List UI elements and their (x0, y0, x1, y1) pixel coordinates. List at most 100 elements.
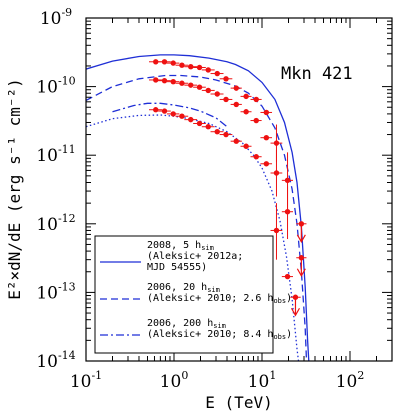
data-point (243, 109, 249, 115)
data-point (170, 78, 176, 85)
y-tick-label: 10-10 (36, 75, 75, 98)
y-tick-label: 10-14 (36, 349, 75, 372)
tick-base: 10 (248, 372, 270, 392)
legend-entry-text: (Aleksic+ 2012a; (147, 251, 243, 262)
legend-text-part: ) (286, 329, 292, 340)
legend-text-part: (Aleksic+ 2012a; (147, 251, 243, 262)
legend-text-part: MJD 54555) (147, 262, 207, 273)
legend-text-part: ) (286, 293, 292, 304)
data-point (273, 140, 280, 146)
upper-limit-arrowhead (296, 268, 306, 277)
upper-limit-arrowhead (296, 234, 306, 244)
data-point (205, 67, 211, 73)
legend-text-part: sim (213, 322, 226, 330)
data-point (253, 117, 259, 124)
x-tick-label: 101 (248, 369, 277, 392)
data-point (243, 93, 249, 100)
y-tick-label: 10-12 (36, 212, 75, 235)
data-point (205, 87, 211, 94)
legend-entry-text: 2006, 20 hsim (147, 282, 220, 294)
legend-text-part: 2006, 200 h (147, 318, 213, 329)
data-point (233, 138, 239, 144)
data-point (223, 131, 229, 138)
legend-entry-text: 2006, 200 hsim (147, 318, 226, 330)
data-point (170, 111, 176, 117)
y-tick-label: 10-9 (40, 6, 72, 29)
data-point (284, 177, 291, 184)
legend-box (94, 235, 274, 354)
legend-entry-text: MJD 54555) (147, 262, 207, 273)
x-tick-label: 100 (160, 369, 189, 392)
data-point (214, 129, 220, 135)
data-point (214, 70, 220, 77)
data-point (263, 109, 270, 116)
data-point (188, 64, 194, 70)
data-point (205, 124, 211, 130)
legend-entry-text: (Aleksic+ 2010; 2.6 hobs) (147, 293, 292, 305)
y-tick-label: 10-11 (36, 143, 75, 166)
data-point (161, 77, 168, 84)
data-point (284, 273, 291, 280)
legend-text-part: sim (207, 286, 220, 294)
tick-base: 10 (160, 372, 182, 392)
legend-text-part: (Aleksic+ 2010; 2.6 h (147, 293, 273, 304)
tick-base: 10 (36, 352, 58, 372)
tick-base: 10 (36, 283, 58, 303)
tick-exponent: -10 (58, 75, 76, 88)
legend-text-part: obs (273, 333, 286, 341)
data-points (149, 59, 307, 317)
data-point (214, 91, 220, 97)
annotation-label: Mkn 421 (281, 64, 353, 84)
data-point (263, 134, 270, 141)
data-point (170, 60, 176, 66)
data-point (153, 59, 159, 65)
legend-text-part: obs (273, 297, 286, 305)
data-point (284, 209, 291, 215)
legend-entry-text: 2008, 5 hsim (147, 240, 214, 252)
data-point (153, 77, 159, 83)
data-point (298, 255, 305, 261)
tick-base: 10 (36, 78, 58, 98)
tick-labels: 10-1 100 101 10210-910-1010-1110-1210-1310-… (36, 6, 364, 392)
data-point (196, 120, 203, 127)
data-point (263, 161, 270, 167)
tick-exponent: -13 (58, 280, 76, 293)
legend-text-part: 2006, 20 h (147, 282, 207, 293)
data-point (188, 82, 194, 88)
data-point (253, 96, 259, 103)
y-axis-title: E²×dN/dE (erg s⁻¹ cm⁻²) (5, 78, 24, 300)
legend-text-part: sim (201, 244, 214, 252)
data-point (196, 64, 203, 71)
data-point (273, 227, 280, 234)
data-point (196, 84, 203, 90)
data-point (223, 76, 229, 82)
tick-exponent: -1 (91, 369, 102, 382)
data-point (179, 113, 185, 119)
data-point (179, 62, 185, 68)
tick-exponent: -12 (58, 212, 76, 225)
tick-exponent: -9 (61, 6, 72, 19)
tick-base: 10 (36, 215, 58, 235)
tick-exponent: -11 (58, 143, 76, 156)
upper-limit-arrowhead (290, 307, 300, 317)
x-tick-label: 102 (336, 369, 365, 392)
tick-base: 10 (336, 372, 358, 392)
data-point (298, 221, 305, 227)
tick-exponent: 0 (181, 369, 188, 382)
data-point (243, 143, 249, 149)
plot-frame (85, 17, 393, 362)
data-point (161, 59, 168, 65)
data-point (233, 85, 239, 91)
tick-base: 10 (40, 9, 62, 29)
legend: 2008, 5 hsim(Aleksic+ 2012a;MJD 54555) 20… (94, 235, 292, 354)
data-point (292, 294, 299, 300)
data-point (153, 107, 159, 113)
data-point (253, 154, 259, 160)
data-point (273, 170, 280, 176)
tick-exponent: 1 (269, 369, 276, 382)
model-curve-dashed (86, 74, 308, 361)
legend-text-part: (Aleksic+ 2010; 8.4 h (147, 329, 273, 340)
x-tick-label: 10-1 (70, 369, 102, 392)
model-curve-dotted (86, 114, 300, 361)
